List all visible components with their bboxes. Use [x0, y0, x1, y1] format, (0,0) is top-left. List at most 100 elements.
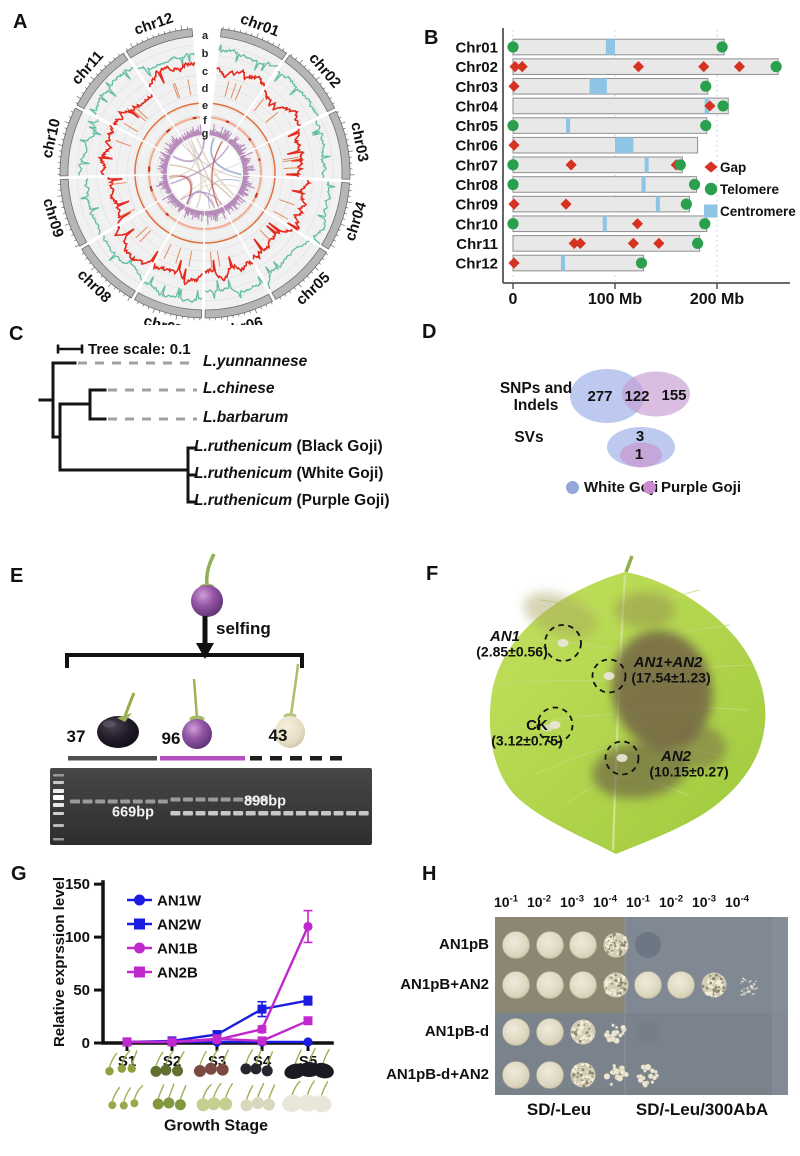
dilution-base: 10	[559, 893, 576, 910]
venn-sv-outer-count: 3	[635, 428, 645, 446]
gel-band-upper	[258, 797, 269, 802]
plate-label-sd-leu: SD/-Leu	[526, 1100, 592, 1120]
svg-text:AN2W: AN2W	[157, 917, 202, 934]
taxon-label: L.ruthenicum (Black Goji)	[194, 438, 383, 455]
gap-marker-icon	[733, 61, 746, 73]
white-group-bar-dash	[250, 756, 262, 761]
svg-text:Chr09: Chr09	[455, 197, 498, 214]
yeast-spot-solid	[536, 971, 564, 999]
chromosome-row: Chr12	[455, 254, 648, 273]
yeast-spot-solid	[536, 1061, 564, 1089]
panel-a-letter: A	[13, 11, 28, 33]
spot-label-an2: AN2	[660, 748, 692, 766]
gel-band-lower	[283, 811, 294, 816]
gel-band-lower	[358, 811, 369, 816]
chromosome-row: Chr03	[455, 77, 712, 96]
yeast-spot-solid	[536, 931, 564, 959]
svg-text:Chr11: Chr11	[456, 236, 498, 253]
telomere-marker-icon	[507, 159, 519, 171]
yeast-row-label: AN1pB-d	[424, 1023, 489, 1040]
yeast-spot-ghost-faint	[636, 1020, 660, 1044]
circos-plot: chr01chr02chr03chr04chr05chr06chr07chr08…	[39, 10, 372, 325]
telomere-marker-icon	[716, 41, 728, 53]
yeast-plates	[495, 917, 788, 1095]
infiltration-wound	[603, 672, 615, 680]
telomere-marker-icon	[699, 218, 711, 230]
yeast-spot-solid	[569, 971, 597, 999]
ideogram-chart: Chr01 Chr02 Chr03 Chr04 Chr05 Chr06 Chr07 Chr08…	[455, 28, 796, 308]
svg-text:100 Mb: 100 Mb	[588, 291, 642, 308]
telomere-marker-icon	[635, 257, 648, 269]
ladder-band	[53, 812, 64, 815]
spot-label-ck: CK	[526, 717, 548, 735]
svg-text:Centromere: Centromere	[720, 204, 796, 219]
svg-text:c: c	[202, 66, 208, 78]
gel-band-upper	[95, 799, 106, 804]
yeast-spot-speckled	[570, 1019, 596, 1045]
gel-band-upper	[233, 797, 244, 802]
svg-text:chr10: chr10	[39, 117, 64, 160]
gel-band-lower	[233, 811, 244, 816]
dilution-exp: -1	[509, 893, 519, 905]
purple-count: 96	[161, 729, 181, 749]
svg-text:AN1B: AN1B	[157, 941, 198, 958]
yeast-spot-solid	[502, 1061, 530, 1089]
gel-band-upper	[195, 797, 206, 802]
infiltration-wound	[557, 639, 569, 647]
ladder-band	[53, 838, 64, 841]
panel-d-letter: D	[422, 321, 437, 343]
venn-count-overlap: 122	[624, 388, 650, 406]
yeast-spot-sparse	[603, 1063, 629, 1086]
chromosome-row: Chr09	[455, 195, 693, 214]
black-goji-stage-photo	[284, 1047, 334, 1080]
gel-band-lower	[208, 811, 219, 816]
spot-label-an1: AN1	[489, 628, 521, 646]
gap-marker-icon	[508, 198, 520, 210]
yeast-spot-ghost	[635, 932, 661, 958]
white-group-bar-dash	[330, 756, 342, 761]
svg-text:Telomere: Telomere	[720, 182, 780, 197]
svg-text:Chr07: Chr07	[455, 157, 498, 174]
white-goji-stage-photo	[240, 1082, 276, 1112]
gap-marker-icon	[627, 237, 639, 249]
venn-row1-label-line2: Indels	[513, 396, 559, 414]
yeast-spot-speckled	[570, 1062, 596, 1088]
white-goji-stage-photo	[108, 1084, 144, 1110]
gel-band-upper	[120, 799, 131, 804]
pigmented-patch	[592, 741, 688, 799]
gel-band-lower	[220, 811, 231, 816]
arrow-head-icon	[196, 643, 214, 659]
infiltration-circle	[604, 740, 640, 776]
infiltration-circle	[544, 624, 582, 662]
dilution-header: 10-3	[560, 894, 584, 909]
purple-goji-dot-icon	[643, 481, 656, 494]
telomere-marker-icon	[507, 41, 519, 53]
taxon-suffix: (Black Goji)	[292, 438, 383, 455]
selfing-segregation-and-gel	[50, 553, 372, 845]
chromosome-row: Chr01	[455, 38, 728, 57]
venn-count-white-only: 277	[587, 388, 613, 406]
gap-marker-icon	[631, 218, 644, 230]
yeast-spot-sparse	[636, 1063, 659, 1088]
svg-text:a: a	[202, 30, 209, 42]
black-goji-stage-photo	[150, 1050, 185, 1077]
svg-text:Chr12: Chr12	[455, 256, 498, 273]
white-fruit	[275, 716, 305, 748]
taxon-label: L.barbarum	[203, 409, 288, 426]
gap-marker-icon	[565, 159, 577, 171]
venn-count-purple-only: 155	[661, 387, 687, 405]
ladder-band	[53, 803, 64, 807]
gel-band-lower	[308, 811, 319, 816]
taxon-label: L.ruthenicum (Purple Goji)	[194, 492, 389, 509]
white-goji-stage-photo	[196, 1082, 234, 1112]
taxon-species: L.ruthenicum	[194, 492, 293, 509]
telomere-marker-icon	[717, 100, 729, 112]
black-goji-stage-photo	[240, 1048, 274, 1077]
selfing-diagram	[65, 553, 342, 761]
gel-band-lower	[170, 811, 181, 816]
x-axis-label: Growth Stage	[163, 1117, 269, 1135]
svg-text:200 Mb: 200 Mb	[690, 291, 744, 308]
venn-white-ellipse	[570, 369, 644, 423]
svg-text:chr06: chr06	[222, 314, 265, 325]
white-goji-stage-photo	[282, 1080, 332, 1113]
